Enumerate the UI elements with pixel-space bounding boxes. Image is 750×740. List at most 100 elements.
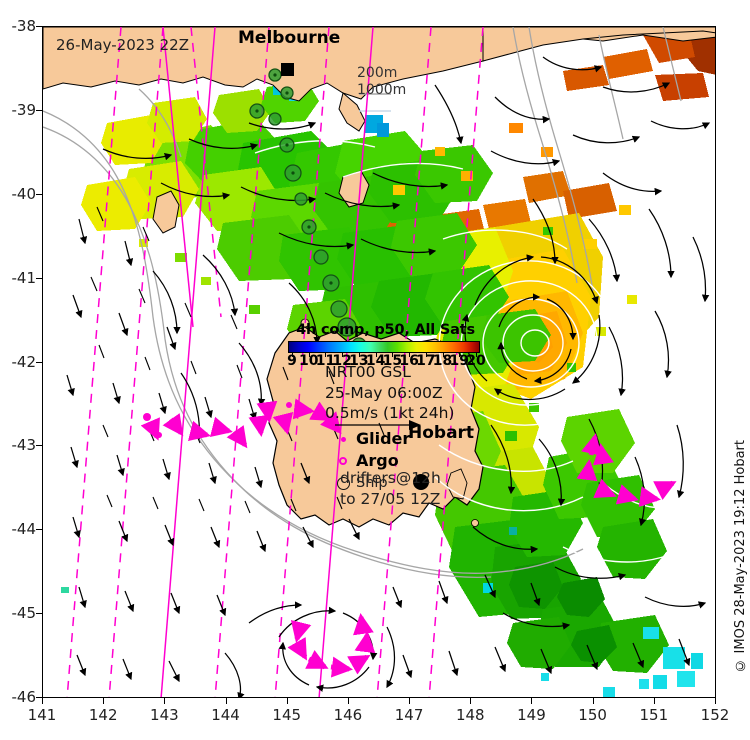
drifter-note-line1: drifters@12h bbox=[340, 469, 441, 487]
glider-dot-icon bbox=[330, 436, 356, 442]
y-tick-mark bbox=[36, 361, 42, 363]
colorbar-tick-mark bbox=[459, 353, 461, 357]
x-tick-label: 142 bbox=[88, 706, 118, 724]
colorbar-tick-label: 17 bbox=[416, 353, 436, 369]
x-tick-mark bbox=[653, 698, 655, 704]
x-tick-label: 150 bbox=[578, 706, 607, 724]
y-tick-label: -42 bbox=[11, 352, 37, 371]
drifter-arrows bbox=[140, 398, 677, 678]
land-layer bbox=[43, 27, 715, 528]
y-tick-mark bbox=[36, 277, 42, 279]
product-time: 25-May 06:00Z bbox=[325, 383, 443, 402]
y-tick-mark bbox=[36, 193, 42, 195]
reference-vector-arrow bbox=[335, 420, 421, 430]
melbourne-marker bbox=[281, 63, 294, 76]
x-tick-label: 144 bbox=[211, 706, 240, 724]
product-name: NRT00 GSL bbox=[325, 363, 411, 381]
x-tick-mark bbox=[286, 698, 288, 704]
colorbar-tick-label: 12 bbox=[332, 353, 352, 369]
colorbar-tick-label: 10 bbox=[298, 353, 319, 369]
x-tick-label: 149 bbox=[517, 706, 546, 724]
hobart-label: Hobart bbox=[408, 423, 475, 443]
legend-row-ship: Ship bbox=[330, 472, 410, 494]
colorbar-gradient bbox=[288, 341, 480, 353]
colorbar-tick-label: 20 bbox=[466, 353, 486, 369]
x-tick-mark bbox=[42, 698, 43, 704]
y-tick-mark bbox=[36, 529, 42, 531]
y-tick-label: -40 bbox=[11, 184, 37, 203]
x-tick-label: 143 bbox=[150, 706, 179, 724]
colorbar-tick-mark bbox=[392, 353, 394, 357]
y-tick-mark bbox=[36, 109, 42, 111]
x-tick-label: 146 bbox=[333, 706, 363, 724]
x-tick-label: 148 bbox=[455, 706, 485, 724]
y-tick-label: -44 bbox=[11, 520, 37, 539]
colorbar-tick-label: 18 bbox=[432, 353, 453, 369]
colorbar-tick-label: 9 bbox=[287, 353, 297, 369]
colorbar-tick-mark bbox=[375, 353, 377, 357]
colorbar-tick-mark bbox=[442, 353, 444, 357]
x-tick-label: 152 bbox=[700, 706, 730, 724]
colorbar-tick-label: 19 bbox=[449, 353, 470, 369]
symbol-legend: Glider Argo Ship bbox=[330, 428, 410, 494]
x-tick-mark bbox=[531, 698, 533, 704]
colorbar-title: 4h comp, p50, All Sats bbox=[296, 322, 475, 338]
y-tick-mark bbox=[36, 613, 42, 615]
colorbar-tick-mark bbox=[342, 353, 344, 357]
x-tick-mark bbox=[715, 698, 716, 704]
colorbar-tick-mark bbox=[425, 353, 427, 357]
y-tick-label: -46 bbox=[11, 688, 37, 706]
y-tick-label: -39 bbox=[11, 100, 37, 119]
satellite-tracks bbox=[66, 27, 484, 697]
legend-label-glider: Glider bbox=[356, 429, 411, 448]
legend-row-argo: Argo bbox=[330, 450, 410, 472]
y-tick-mark bbox=[36, 697, 42, 698]
x-tick-mark bbox=[164, 698, 166, 704]
drifter-note: drifters@12h to 27/05 12Z bbox=[340, 468, 441, 510]
colorbar-tick-mark bbox=[358, 353, 360, 357]
hobart-marker bbox=[413, 474, 429, 490]
ship-circle-icon bbox=[330, 476, 356, 490]
legend-row-glider: Glider bbox=[330, 428, 410, 450]
y-tick-label: -43 bbox=[11, 436, 37, 455]
colorbar-tick-mark bbox=[292, 353, 293, 357]
colorbar-tick-label: 14 bbox=[365, 353, 386, 369]
colorbar-tick-label: 16 bbox=[399, 353, 419, 369]
colorbar-tick-mark bbox=[325, 353, 327, 357]
y-tick-label: -41 bbox=[11, 268, 37, 287]
bathymetry-label-1000m: 1000m bbox=[357, 82, 407, 98]
melbourne-label: Melbourne bbox=[238, 28, 341, 48]
colorbar-tick-label: 13 bbox=[349, 353, 369, 369]
colorbar-tick-mark bbox=[308, 353, 310, 357]
bathymetry-contours bbox=[43, 27, 682, 578]
x-tick-mark bbox=[103, 698, 105, 704]
legend-label-argo: Argo bbox=[356, 451, 399, 470]
drifter-note-line2: to 27/05 12Z bbox=[340, 490, 441, 508]
vector-scale-label: 0.5m/s (1kt 24h) bbox=[325, 404, 455, 422]
x-tick-label: 147 bbox=[394, 706, 424, 724]
x-tick-mark bbox=[592, 698, 594, 704]
y-tick-mark bbox=[36, 26, 42, 27]
x-tick-label: 151 bbox=[639, 706, 669, 724]
colorbar-tick-labels: 9 10 11 12 13 14 15 16 17 18 19 20 bbox=[287, 353, 486, 370]
x-tick-mark bbox=[347, 698, 349, 704]
x-tick-mark bbox=[409, 698, 411, 704]
x-tick-mark bbox=[225, 698, 227, 704]
date-stamp: 26-May-2023 22Z bbox=[56, 36, 189, 54]
x-tick-label: 141 bbox=[27, 706, 57, 724]
x-tick-label: 145 bbox=[272, 706, 302, 724]
argo-circle-icon bbox=[330, 457, 356, 465]
colorbar-tick-mark bbox=[409, 353, 411, 357]
y-tick-mark bbox=[36, 445, 42, 447]
colorbar-tick-label: 15 bbox=[382, 353, 403, 369]
y-tick-label: -38 bbox=[11, 17, 37, 35]
city-markers bbox=[281, 63, 429, 490]
x-tick-mark bbox=[470, 698, 472, 704]
colorbar-block: 4h comp, p50, All Sats 9 10 11 12 13 14 15 16 17… bbox=[287, 322, 486, 370]
product-metadata: NRT00 GSL 25-May 06:00Z 0.5m/s (1kt 24h) bbox=[325, 362, 454, 424]
y-tick-label: -45 bbox=[11, 604, 37, 623]
colorbar-tick-mark bbox=[476, 353, 477, 357]
copyright-notice: © IMOS 28-May-2023 19:12 Hobart bbox=[733, 440, 748, 673]
legend-label-ship: Ship bbox=[356, 475, 388, 491]
